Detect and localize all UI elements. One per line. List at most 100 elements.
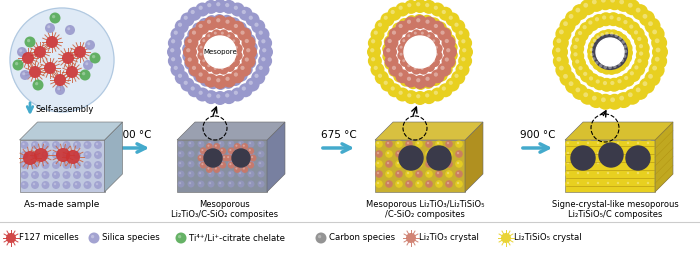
Text: 900 °C: 900 °C bbox=[519, 130, 555, 140]
Circle shape bbox=[239, 7, 253, 21]
Circle shape bbox=[170, 48, 174, 52]
Circle shape bbox=[213, 91, 227, 105]
Circle shape bbox=[422, 77, 434, 89]
Circle shape bbox=[206, 166, 213, 173]
Circle shape bbox=[239, 83, 253, 97]
Circle shape bbox=[214, 14, 225, 26]
Circle shape bbox=[610, 81, 615, 85]
Circle shape bbox=[182, 43, 194, 55]
Circle shape bbox=[385, 150, 393, 158]
Circle shape bbox=[643, 14, 648, 19]
Circle shape bbox=[407, 77, 411, 81]
Circle shape bbox=[207, 64, 210, 67]
Circle shape bbox=[248, 141, 255, 148]
Circle shape bbox=[405, 140, 413, 148]
Circle shape bbox=[567, 162, 569, 164]
Circle shape bbox=[455, 160, 463, 168]
Circle shape bbox=[207, 161, 214, 168]
Circle shape bbox=[204, 16, 218, 31]
Circle shape bbox=[592, 76, 606, 90]
Circle shape bbox=[220, 32, 224, 35]
Circle shape bbox=[229, 162, 231, 164]
Circle shape bbox=[94, 141, 102, 149]
Circle shape bbox=[33, 163, 35, 165]
Circle shape bbox=[377, 182, 379, 184]
Circle shape bbox=[371, 39, 375, 43]
Circle shape bbox=[237, 27, 251, 41]
Circle shape bbox=[229, 172, 231, 174]
Circle shape bbox=[387, 152, 389, 154]
Circle shape bbox=[626, 152, 629, 154]
Circle shape bbox=[187, 61, 190, 64]
Circle shape bbox=[6, 233, 16, 243]
Circle shape bbox=[582, 25, 587, 29]
Circle shape bbox=[407, 20, 411, 24]
Circle shape bbox=[585, 150, 593, 158]
Circle shape bbox=[188, 170, 195, 178]
Circle shape bbox=[237, 170, 244, 178]
Circle shape bbox=[64, 153, 67, 155]
Circle shape bbox=[426, 20, 430, 24]
Circle shape bbox=[188, 151, 195, 158]
Circle shape bbox=[204, 90, 218, 104]
Circle shape bbox=[235, 168, 237, 170]
Circle shape bbox=[224, 17, 228, 21]
Circle shape bbox=[387, 142, 389, 144]
Circle shape bbox=[565, 180, 573, 188]
Text: Mesoporous Li₂TiO₃/Li₂TiSiO₅
/C-SiO₂ composites: Mesoporous Li₂TiO₃/Li₂TiSiO₅ /C-SiO₂ com… bbox=[365, 200, 484, 219]
Circle shape bbox=[178, 151, 185, 158]
Circle shape bbox=[414, 67, 416, 70]
Circle shape bbox=[634, 34, 648, 48]
Circle shape bbox=[427, 146, 451, 170]
Circle shape bbox=[82, 72, 85, 75]
Circle shape bbox=[370, 63, 384, 77]
Circle shape bbox=[459, 45, 473, 59]
Circle shape bbox=[190, 67, 195, 71]
Circle shape bbox=[399, 146, 423, 170]
Circle shape bbox=[75, 163, 77, 165]
Circle shape bbox=[573, 52, 578, 57]
Circle shape bbox=[197, 50, 207, 60]
Circle shape bbox=[85, 183, 88, 185]
Circle shape bbox=[634, 30, 638, 34]
Circle shape bbox=[422, 0, 436, 14]
Circle shape bbox=[235, 46, 238, 49]
Circle shape bbox=[455, 140, 463, 148]
Circle shape bbox=[175, 20, 189, 33]
Circle shape bbox=[413, 14, 426, 26]
Circle shape bbox=[249, 162, 251, 164]
Circle shape bbox=[405, 180, 413, 188]
Circle shape bbox=[587, 182, 589, 184]
Circle shape bbox=[647, 162, 649, 164]
Circle shape bbox=[204, 74, 218, 88]
Circle shape bbox=[425, 170, 433, 178]
Circle shape bbox=[637, 172, 639, 174]
Circle shape bbox=[397, 142, 399, 144]
Circle shape bbox=[243, 30, 246, 34]
Circle shape bbox=[186, 38, 190, 42]
Circle shape bbox=[632, 84, 648, 100]
Circle shape bbox=[449, 16, 453, 20]
Circle shape bbox=[398, 18, 410, 30]
Circle shape bbox=[397, 182, 399, 184]
Circle shape bbox=[43, 173, 46, 175]
Circle shape bbox=[572, 56, 586, 70]
Circle shape bbox=[601, 63, 612, 75]
Circle shape bbox=[218, 161, 225, 168]
Text: 500 °C: 500 °C bbox=[116, 130, 151, 140]
Circle shape bbox=[206, 143, 213, 150]
Circle shape bbox=[419, 29, 428, 39]
Circle shape bbox=[241, 143, 248, 150]
Circle shape bbox=[249, 152, 251, 154]
Circle shape bbox=[388, 39, 392, 43]
Polygon shape bbox=[565, 122, 673, 140]
Polygon shape bbox=[20, 122, 122, 140]
Circle shape bbox=[209, 152, 211, 154]
Polygon shape bbox=[267, 122, 285, 192]
Circle shape bbox=[178, 170, 185, 178]
Circle shape bbox=[258, 141, 265, 148]
Circle shape bbox=[610, 15, 614, 20]
Circle shape bbox=[185, 45, 188, 49]
Circle shape bbox=[54, 153, 56, 155]
Circle shape bbox=[445, 13, 459, 26]
